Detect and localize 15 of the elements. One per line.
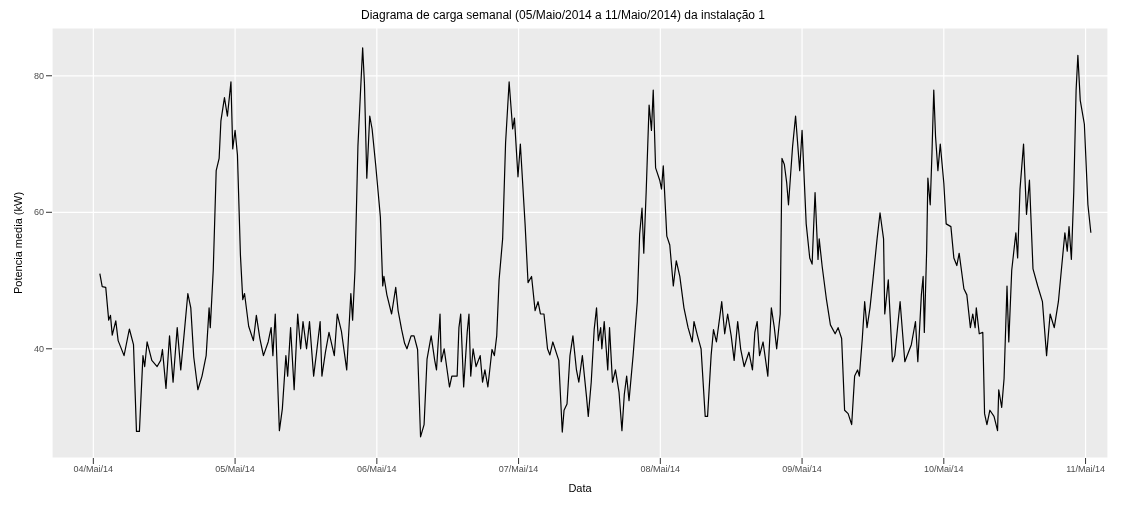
x-tick-label: 06/Mai/14 [357, 464, 397, 475]
x-tick-label: 04/Mai/14 [73, 464, 114, 475]
y-tick-label: 80 [33, 70, 44, 81]
y-tick-label: 60 [33, 207, 44, 218]
x-axis-title: Data [568, 482, 593, 494]
y-tick-label: 40 [33, 343, 44, 354]
x-tick-label: 11/Mai/14 [1066, 464, 1105, 475]
x-tick-label: 05/Mai/14 [215, 464, 255, 475]
x-tick-label: 10/Mai/14 [924, 464, 964, 475]
x-tick-label: 07/Mai/14 [498, 464, 539, 475]
x-tick-label: 08/Mai/14 [640, 464, 681, 475]
line-series [99, 47, 1092, 438]
chart-title: Diagrama de carga semanal (05/Maio/2014 a 11/Maio/2014) da instalação 1 [360, 8, 766, 24]
y-axis-title: Potencia media (kW) [11, 191, 24, 295]
x-tick-label: 09/Mai/14 [782, 464, 822, 475]
